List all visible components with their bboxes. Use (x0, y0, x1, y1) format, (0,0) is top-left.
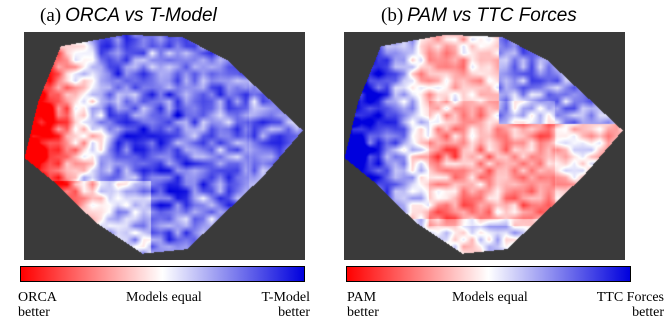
panel-b-name: PAM vs TTC Forces (407, 5, 577, 26)
panel-b-title: (b) PAM vs TTC Forces (381, 4, 577, 28)
panel-b-label: (b) (381, 5, 404, 26)
colorbar-b-high-label: TTC Forces better (596, 290, 664, 320)
colorbar-a (20, 266, 305, 282)
colorbar-b-mid-label: Models equal (452, 290, 528, 305)
colorbar-b (346, 266, 631, 282)
colorbar-a-mid-label: Models equal (126, 290, 202, 305)
panel-a-name: ORCA vs T-Model (65, 5, 217, 26)
heatmap-b (344, 32, 625, 260)
panel-a-title: (a) ORCA vs T-Model (40, 4, 217, 28)
heatmap-a (24, 32, 305, 260)
colorbar-a-low-label: ORCA better (18, 290, 57, 320)
colorbar-a-high-label: T-Model better (261, 290, 310, 320)
heatmap-a-frame (24, 32, 305, 260)
heatmap-b-frame (344, 32, 625, 260)
colorbar-b-low-label: PAM better (347, 290, 379, 320)
panel-a-label: (a) (40, 5, 62, 26)
